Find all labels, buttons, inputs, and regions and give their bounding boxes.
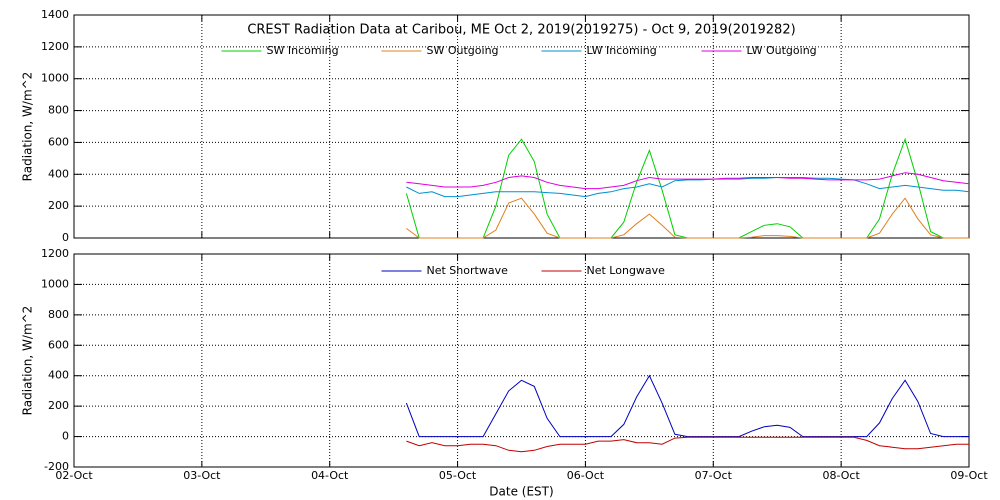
- plot-frame: [73, 253, 970, 468]
- y-axis-label: Radiation, W/m^2: [21, 72, 35, 182]
- y-tick-label: 200: [48, 399, 69, 412]
- legend-label: SW Incoming: [267, 44, 339, 57]
- y-tick-label: 1000: [41, 72, 69, 85]
- series-line: [405, 137, 969, 239]
- x-tick-label: 08-Oct: [822, 469, 860, 482]
- x-tick-label: 09-Oct: [950, 469, 988, 482]
- y-tick-label: 600: [48, 338, 69, 351]
- y-tick-label: -200: [44, 460, 69, 473]
- y-tick-label: 1200: [41, 247, 69, 260]
- y-tick-label: 400: [48, 369, 69, 382]
- y-tick-label: 1000: [41, 277, 69, 290]
- series-line: [406, 436, 969, 453]
- legend-label: Net Shortwave: [427, 264, 509, 277]
- series-line: [406, 197, 969, 239]
- x-tick-label: 06-Oct: [567, 469, 605, 482]
- legend-label: Net Longwave: [587, 264, 666, 277]
- y-tick-label: 1400: [41, 8, 69, 21]
- x-tick-label: 04-Oct: [311, 469, 349, 482]
- y-tick-label: 400: [48, 167, 69, 180]
- y-tick-label: 200: [48, 199, 69, 212]
- x-axis-label: Date (EST): [489, 485, 553, 499]
- legend-label: LW Outgoing: [747, 44, 817, 57]
- y-tick-label: 800: [48, 308, 69, 321]
- legend-label: SW Outgoing: [427, 44, 499, 57]
- series-line: [406, 172, 970, 190]
- y-tick-label: 1200: [41, 40, 69, 53]
- chart-title: CREST Radiation Data at Caribou, ME Oct …: [247, 23, 795, 38]
- y-tick-label: 800: [48, 104, 69, 117]
- series-line: [406, 177, 970, 198]
- series-line: [405, 374, 969, 438]
- x-tick-label: 05-Oct: [439, 469, 477, 482]
- y-axis-label: Radiation, W/m^2: [21, 306, 35, 416]
- y-tick-label: 0: [62, 231, 69, 244]
- plot-frame: [73, 14, 970, 239]
- y-tick-label: 0: [62, 430, 69, 443]
- legend-label: LW Incoming: [587, 44, 657, 57]
- x-tick-label: 03-Oct: [183, 469, 221, 482]
- x-tick-label: 02-Oct: [55, 469, 93, 482]
- x-tick-label: 07-Oct: [695, 469, 733, 482]
- y-tick-label: 600: [48, 135, 69, 148]
